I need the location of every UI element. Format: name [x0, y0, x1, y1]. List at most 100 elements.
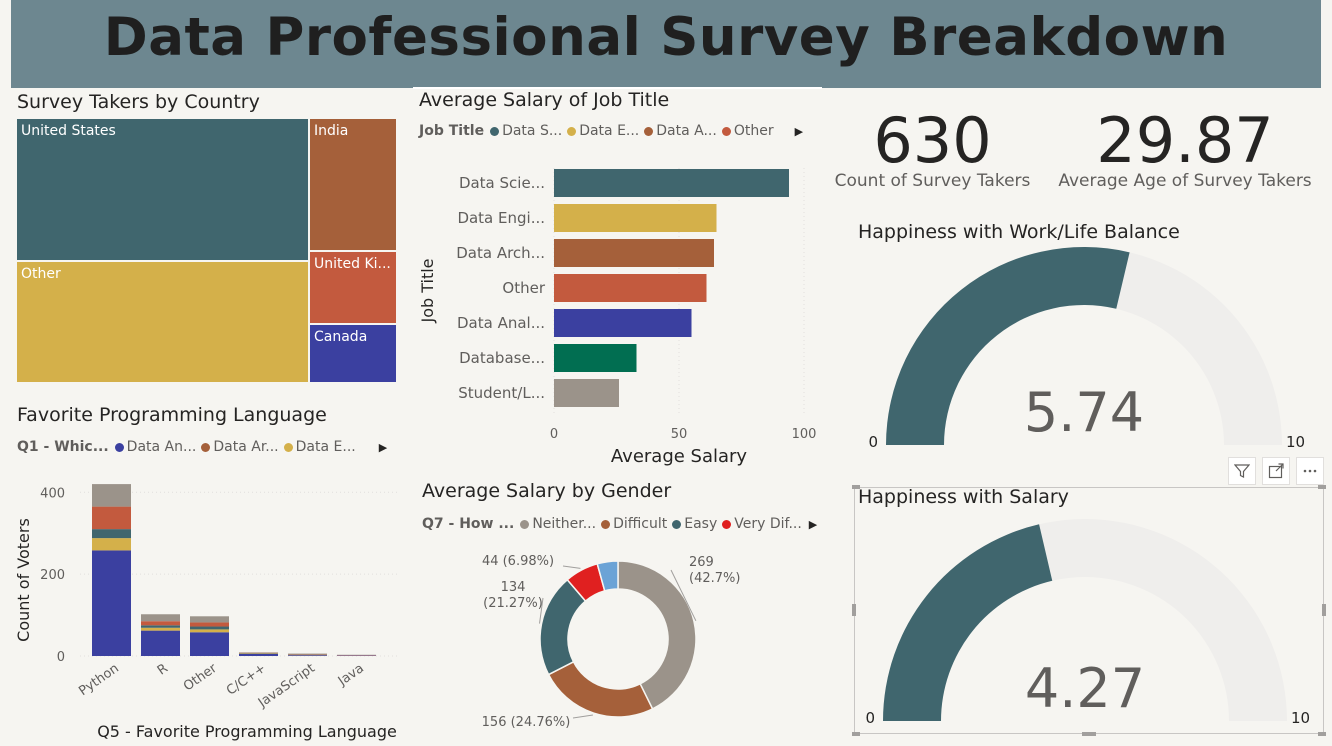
bar-segment: [288, 655, 327, 656]
gauge-value: 5.74: [1024, 381, 1144, 444]
gender-donut-chart: 269 (42.7%) 156 (24.76%) 134 (21.27%) 44 (6.9…: [482, 554, 741, 730]
y-tick-label: Student/L...: [458, 384, 545, 402]
y-axis-title: Count of Voters: [14, 518, 33, 642]
gender-chart-title: Average Salary by Gender: [422, 480, 672, 502]
resize-handle[interactable]: [852, 732, 860, 736]
y-axis-title: Job Title: [418, 258, 437, 323]
legend-item[interactable]: Data A...: [644, 123, 717, 139]
legend-title: Q7 - How ...: [422, 516, 515, 532]
job-salary-bar-chart: 0 50 100 Data Scie... Data Engi... Data Arch.…: [418, 168, 816, 467]
resize-handle[interactable]: [1082, 732, 1096, 736]
legend-item[interactable]: Easy: [672, 516, 717, 532]
legend-next-arrow-icon[interactable]: ▶: [378, 440, 388, 454]
legend-item[interactable]: Difficult: [601, 516, 667, 532]
bar: [554, 274, 707, 302]
treemap-cell-other[interactable]: Other: [16, 261, 309, 383]
legend-label: Data Ar...: [213, 439, 279, 455]
treemap-cell-india[interactable]: India: [309, 118, 397, 251]
gauge-worklife: 5.74 0 10: [868, 246, 1305, 451]
gauge-min-label: 0: [865, 709, 875, 727]
y-tick-label: Data Scie...: [459, 174, 545, 192]
legend-label: Other: [733, 123, 774, 139]
y-tick-label: Other: [502, 279, 545, 297]
y-tick-label: Data Arch...: [456, 244, 545, 262]
donut-slice: [617, 560, 697, 710]
bar: [554, 309, 692, 337]
language-legend: Q1 - Whic... Data An... Data Ar... Data …: [17, 439, 387, 455]
resize-handle[interactable]: [852, 604, 856, 616]
y-tick-label: Database...: [459, 349, 545, 367]
bar: [554, 344, 637, 372]
bar: [554, 379, 619, 407]
gauge-salary: 4.27 0 10: [865, 519, 1310, 727]
filter-icon[interactable]: [1228, 457, 1256, 485]
data-label: 134 (21.27%): [483, 580, 543, 611]
legend-label: Easy: [684, 516, 718, 532]
treemap-cell-canada[interactable]: Canada: [309, 324, 397, 383]
language-chart-title: Favorite Programming Language: [17, 404, 327, 426]
bar: [554, 169, 789, 197]
dashboard-title: Data Professional Survey Breakdown: [103, 7, 1229, 68]
gauge-max-label: 10: [1291, 709, 1310, 727]
legend-item[interactable]: Data E...: [567, 123, 639, 139]
data-label: 156 (24.76%): [482, 715, 571, 730]
legend-label: Data An...: [126, 439, 197, 455]
legend-next-arrow-icon[interactable]: ▶: [794, 124, 804, 138]
x-tick-label: 0: [550, 427, 558, 442]
title-underline: [413, 87, 822, 89]
y-tick-label: 200: [40, 568, 65, 583]
legend-item[interactable]: Data An...: [114, 439, 197, 455]
treemap-cell-united-kingdom[interactable]: United Ki...: [309, 251, 397, 324]
bar-segment: [141, 621, 180, 626]
gauge-fill: [886, 246, 1130, 445]
legend-label: Data S...: [502, 123, 563, 139]
y-tick-label: Data Anal...: [457, 314, 545, 332]
legend-item[interactable]: Data S...: [490, 123, 562, 139]
bar-segment: [239, 653, 278, 656]
treemap-label: Other: [21, 266, 61, 282]
legend-dot-icon: [672, 519, 682, 529]
legend-item[interactable]: Very Dif...: [722, 516, 802, 532]
legend-label: Data A...: [656, 123, 717, 139]
leader-line: [562, 565, 581, 569]
legend-next-arrow-icon[interactable]: ▶: [808, 517, 818, 531]
resize-handle[interactable]: [1318, 732, 1326, 736]
bar-segment: [92, 538, 131, 551]
job-salary-legend: Job Title Data S... Data E... Data A... …: [419, 123, 803, 139]
bar-segment: [141, 627, 180, 631]
kpi-count-label: Count of Survey Takers: [834, 171, 1031, 191]
title-banner: Data Professional Survey Breakdown: [11, 0, 1321, 88]
bar-segment: [190, 622, 229, 627]
y-tick-label: Data Engi...: [457, 209, 545, 227]
bar-segment: [190, 629, 229, 633]
resize-handle[interactable]: [1322, 604, 1326, 616]
legend-label: Data E...: [579, 123, 640, 139]
treemap-cell-united-states[interactable]: United States: [16, 118, 309, 261]
kpi-count-card: 630 Count of Survey Takers: [830, 104, 1035, 191]
resize-handle[interactable]: [852, 485, 860, 489]
legend-item[interactable]: Neither...: [520, 516, 596, 532]
legend-title: Job Title: [419, 123, 485, 139]
y-tick-label: 400: [40, 486, 65, 501]
legend-item[interactable]: Data Ar...: [201, 439, 279, 455]
x-tick-label: R: [155, 661, 171, 678]
resize-handle[interactable]: [1318, 485, 1326, 489]
legend-item[interactable]: Data E...: [283, 439, 356, 455]
country-treemap: United States Other India United Ki... C…: [16, 118, 397, 383]
more-options-icon[interactable]: [1296, 457, 1324, 485]
leader-line: [670, 569, 697, 622]
legend-dot-icon: [601, 519, 611, 529]
legend-item[interactable]: Other: [721, 123, 774, 139]
kpi-count-value: 630: [873, 104, 992, 177]
focus-mode-icon[interactable]: [1262, 457, 1290, 485]
data-label: 44 (6.98%): [482, 554, 554, 569]
legend-label: Neither...: [532, 516, 597, 532]
kpi-age-card: 29.87 Average Age of Survey Takers: [1055, 104, 1315, 191]
bar-segment: [190, 632, 229, 656]
treemap-label: United States: [21, 123, 116, 139]
y-tick-label: 0: [57, 650, 65, 665]
country-treemap-title: Survey Takers by Country: [17, 91, 260, 113]
bar-segment: [92, 529, 131, 539]
